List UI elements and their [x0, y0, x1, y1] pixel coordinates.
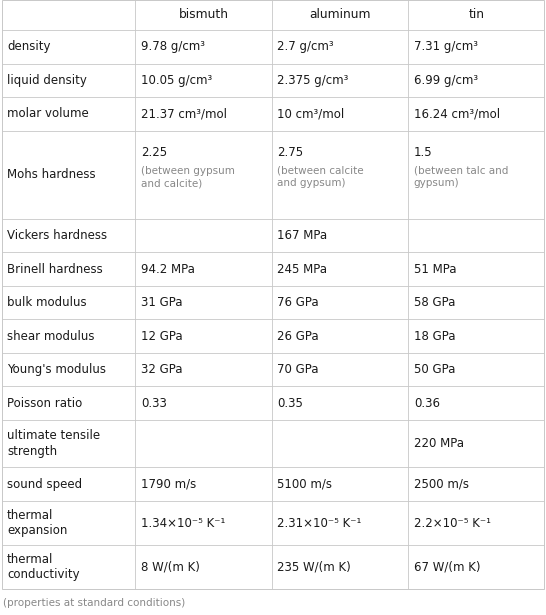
- Text: Young's modulus: Young's modulus: [7, 363, 106, 376]
- Text: 5100 m/s: 5100 m/s: [277, 478, 333, 491]
- Text: 7.31 g/cm³: 7.31 g/cm³: [414, 40, 478, 54]
- Text: 51 MPa: 51 MPa: [414, 263, 456, 276]
- Text: 21.37 cm³/mol: 21.37 cm³/mol: [141, 107, 227, 121]
- Text: (between talc and
gypsum): (between talc and gypsum): [414, 166, 508, 188]
- Text: 12 GPa: 12 GPa: [141, 330, 182, 343]
- Text: 235 W/(m K): 235 W/(m K): [277, 561, 351, 574]
- Text: 18 GPa: 18 GPa: [414, 330, 455, 343]
- Text: 2.75: 2.75: [277, 146, 304, 159]
- Text: Brinell hardness: Brinell hardness: [7, 263, 103, 276]
- Text: 94.2 MPa: 94.2 MPa: [141, 263, 195, 276]
- Text: tin: tin: [468, 9, 484, 22]
- Text: 2.375 g/cm³: 2.375 g/cm³: [277, 74, 349, 87]
- Text: 50 GPa: 50 GPa: [414, 363, 455, 376]
- Text: 0.33: 0.33: [141, 397, 167, 410]
- Text: 1.34×10⁻⁵ K⁻¹: 1.34×10⁻⁵ K⁻¹: [141, 517, 225, 530]
- Text: thermal
conductivity: thermal conductivity: [7, 553, 80, 581]
- Text: 32 GPa: 32 GPa: [141, 363, 182, 376]
- Text: Poisson ratio: Poisson ratio: [7, 397, 82, 410]
- Text: bismuth: bismuth: [179, 9, 229, 22]
- Text: 67 W/(m K): 67 W/(m K): [414, 561, 480, 574]
- Text: 58 GPa: 58 GPa: [414, 296, 455, 309]
- Text: 2.2×10⁻⁵ K⁻¹: 2.2×10⁻⁵ K⁻¹: [414, 517, 491, 530]
- Text: aluminum: aluminum: [310, 9, 371, 22]
- Text: 2.31×10⁻⁵ K⁻¹: 2.31×10⁻⁵ K⁻¹: [277, 517, 362, 530]
- Text: 9.78 g/cm³: 9.78 g/cm³: [141, 40, 205, 54]
- Text: 220 MPa: 220 MPa: [414, 437, 464, 450]
- Text: molar volume: molar volume: [7, 107, 89, 121]
- Text: 0.36: 0.36: [414, 397, 440, 410]
- Text: 245 MPa: 245 MPa: [277, 263, 328, 276]
- Text: shear modulus: shear modulus: [7, 330, 94, 343]
- Text: 167 MPa: 167 MPa: [277, 229, 328, 242]
- Text: 76 GPa: 76 GPa: [277, 296, 319, 309]
- Text: 26 GPa: 26 GPa: [277, 330, 319, 343]
- Text: 31 GPa: 31 GPa: [141, 296, 182, 309]
- Text: 70 GPa: 70 GPa: [277, 363, 319, 376]
- Text: 6.99 g/cm³: 6.99 g/cm³: [414, 74, 478, 87]
- Text: 0.35: 0.35: [277, 397, 303, 410]
- Text: bulk modulus: bulk modulus: [7, 296, 87, 309]
- Text: ultimate tensile
strength: ultimate tensile strength: [7, 429, 100, 458]
- Text: 1.5: 1.5: [414, 146, 432, 159]
- Text: (between gypsum
and calcite): (between gypsum and calcite): [141, 166, 235, 188]
- Text: sound speed: sound speed: [7, 478, 82, 491]
- Text: (properties at standard conditions): (properties at standard conditions): [3, 598, 185, 608]
- Text: 10.05 g/cm³: 10.05 g/cm³: [141, 74, 212, 87]
- Text: density: density: [7, 40, 51, 54]
- Text: 8 W/(m K): 8 W/(m K): [141, 561, 200, 574]
- Text: thermal
expansion: thermal expansion: [7, 509, 68, 538]
- Text: 2.7 g/cm³: 2.7 g/cm³: [277, 40, 334, 54]
- Text: Mohs hardness: Mohs hardness: [7, 168, 96, 181]
- Text: 2.25: 2.25: [141, 146, 167, 159]
- Text: 1790 m/s: 1790 m/s: [141, 478, 196, 491]
- Text: liquid density: liquid density: [7, 74, 87, 87]
- Text: 10 cm³/mol: 10 cm³/mol: [277, 107, 345, 121]
- Text: (between calcite
and gypsum): (between calcite and gypsum): [277, 166, 364, 188]
- Text: Vickers hardness: Vickers hardness: [7, 229, 107, 242]
- Text: 2500 m/s: 2500 m/s: [414, 478, 469, 491]
- Text: 16.24 cm³/mol: 16.24 cm³/mol: [414, 107, 500, 121]
